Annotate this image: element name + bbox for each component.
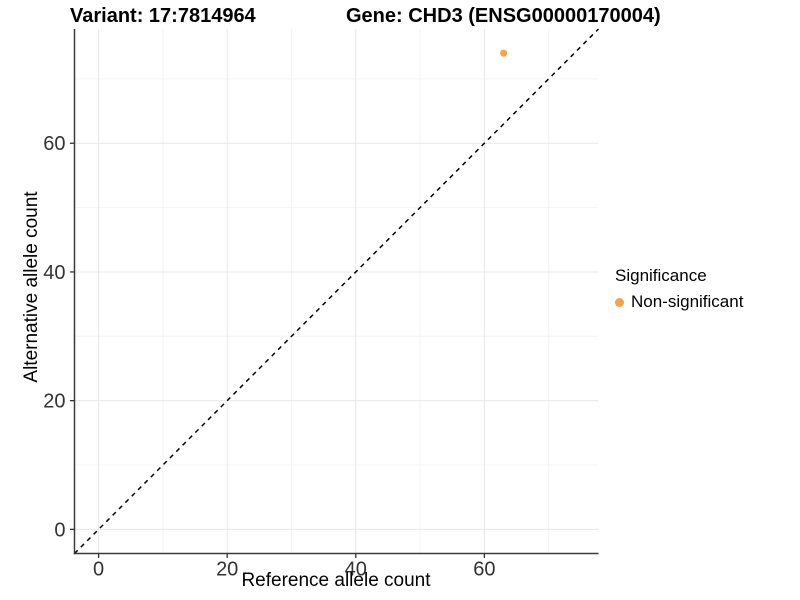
data-point bbox=[500, 49, 508, 57]
plot-title-gene: Gene: CHD3 (ENSG00000170004) bbox=[346, 5, 661, 27]
x-tick-label: 60 bbox=[473, 559, 495, 581]
legend-item: Non-significant bbox=[615, 292, 795, 312]
x-axis-title: Reference allele count bbox=[241, 570, 431, 591]
legend-marker-dot bbox=[615, 297, 624, 307]
y-tick-label: 60 bbox=[43, 133, 65, 155]
y-tick-label: 0 bbox=[54, 519, 65, 541]
y-tick-label: 40 bbox=[43, 262, 65, 284]
plot-title-variant: Variant: 17:7814964 bbox=[70, 5, 256, 27]
legend-item-label: Non-significant bbox=[631, 292, 744, 311]
x-tick-label: 20 bbox=[216, 559, 238, 581]
y-tick-label: 20 bbox=[43, 391, 65, 413]
legend-title: Significance bbox=[615, 266, 707, 285]
y-axis-title: Alternative allele count bbox=[21, 191, 42, 383]
x-tick-label: 40 bbox=[345, 559, 367, 581]
legend: Significance Non-significant bbox=[615, 266, 795, 312]
x-tick-label: 0 bbox=[93, 559, 104, 581]
identity-reference-line bbox=[73, 28, 600, 555]
